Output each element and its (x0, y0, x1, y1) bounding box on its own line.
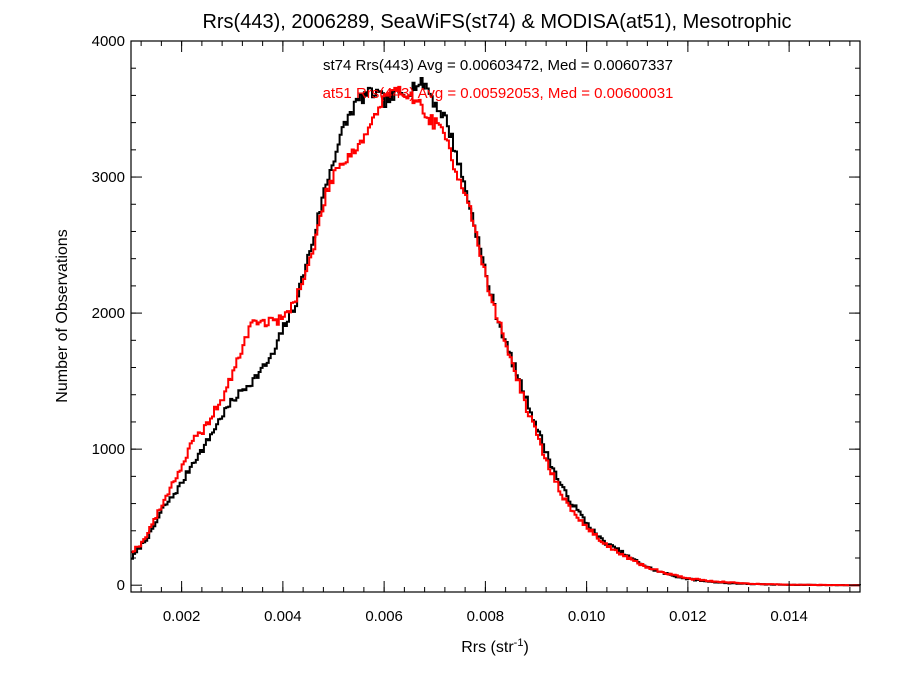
plot-frame (130, 40, 861, 593)
x-tick-label: 0.006 (365, 608, 403, 625)
histogram-series-at51 (131, 85, 860, 587)
y-tick-label: 3000 (92, 169, 125, 186)
x-tick-label: 0.008 (467, 608, 505, 625)
ticks-layer: 0.002 0.004 0.006 0.008 0.010 0.012 0.014 0 1000… (92, 33, 860, 625)
histogram-series-st74 (131, 77, 861, 587)
legend-annotation-st74: st74 Rrs(443) Avg = 0.00603472, Med = 0.… (323, 57, 673, 74)
x-axis-label: Rrs (str-1) (461, 637, 529, 656)
y-axis-label: Number of Observations (54, 229, 71, 402)
series-layer (131, 77, 861, 587)
x-tick-label: 0.002 (163, 608, 201, 625)
x-tick-label: 0.012 (669, 608, 707, 625)
y-tick-label: 2000 (92, 305, 125, 322)
y-tick-label: 4000 (92, 33, 125, 50)
chart-title: Rrs(443), 2006289, SeaWiFS(st74) & MODIS… (202, 11, 791, 33)
x-tick-label: 0.010 (568, 608, 606, 625)
legend-annotation-at51: at51 Rrs(443) Avg = 0.00592053, Med = 0.… (323, 85, 674, 102)
y-tick-label: 0 (117, 577, 125, 594)
y-tick-label: 1000 (92, 441, 125, 458)
x-tick-label: 0.014 (770, 608, 808, 625)
x-tick-label: 0.004 (264, 608, 302, 625)
